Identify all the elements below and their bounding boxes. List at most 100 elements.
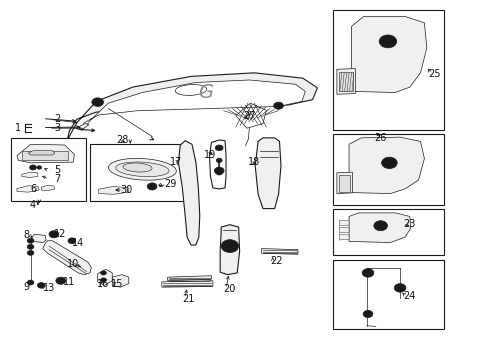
Circle shape [49,231,59,238]
Polygon shape [339,220,348,226]
Circle shape [363,310,372,318]
Polygon shape [17,186,39,192]
Polygon shape [28,151,55,155]
Bar [332,209,443,255]
Polygon shape [348,137,424,194]
Polygon shape [78,123,89,129]
Polygon shape [255,138,281,208]
Polygon shape [17,144,74,163]
Polygon shape [162,281,212,287]
Circle shape [381,157,396,168]
Bar [332,10,443,130]
Text: 26: 26 [374,133,386,143]
Text: 13: 13 [43,283,55,293]
Polygon shape [99,186,128,194]
Circle shape [27,250,34,255]
Circle shape [27,280,34,285]
Polygon shape [67,73,317,141]
Text: 22: 22 [269,256,282,266]
Text: 4: 4 [30,200,36,210]
Text: 21: 21 [182,294,194,303]
Circle shape [51,233,56,236]
Circle shape [59,279,62,282]
Text: 28: 28 [116,135,128,145]
Ellipse shape [108,158,176,180]
Circle shape [221,240,238,252]
Circle shape [101,271,106,275]
Text: 24: 24 [403,291,415,301]
Bar [332,134,443,205]
Text: 1: 1 [15,123,21,133]
Polygon shape [336,172,352,194]
Text: 12: 12 [54,229,66,239]
Polygon shape [22,172,38,177]
Circle shape [216,158,222,162]
Text: 9: 9 [23,282,30,292]
Polygon shape [336,68,355,94]
Polygon shape [98,269,112,285]
Circle shape [92,98,103,107]
Text: 27: 27 [243,111,255,121]
Text: 2: 2 [54,114,61,124]
Text: 19: 19 [204,150,216,160]
Bar [90,144,184,202]
Circle shape [101,278,106,282]
Circle shape [215,145,223,151]
Circle shape [393,284,405,292]
Text: 14: 14 [72,238,84,248]
Polygon shape [41,185,55,191]
Polygon shape [31,234,46,243]
Ellipse shape [175,85,206,95]
Polygon shape [220,225,239,275]
Circle shape [273,102,283,109]
Text: 11: 11 [63,277,76,287]
Polygon shape [261,249,297,254]
Circle shape [68,238,76,244]
Circle shape [37,283,45,288]
Ellipse shape [123,163,152,172]
Circle shape [147,183,157,190]
Polygon shape [351,17,426,93]
Text: 3: 3 [54,123,60,133]
Circle shape [378,35,396,48]
Polygon shape [209,140,225,189]
Circle shape [30,165,36,170]
Polygon shape [81,80,305,131]
Text: 6: 6 [30,184,36,194]
Text: 23: 23 [403,219,415,229]
Text: 25: 25 [427,68,440,78]
Polygon shape [42,241,91,275]
Bar [22,151,68,160]
Text: 30: 30 [121,185,133,195]
Circle shape [37,166,41,169]
Ellipse shape [116,162,169,177]
Text: 7: 7 [54,174,61,184]
Circle shape [362,269,373,277]
Polygon shape [112,275,128,287]
Circle shape [27,238,34,243]
Circle shape [373,221,386,231]
Polygon shape [339,234,348,240]
Circle shape [216,171,222,175]
Bar [11,138,86,202]
Text: 20: 20 [224,284,236,294]
Polygon shape [178,141,200,245]
Bar [332,260,443,329]
Text: 18: 18 [247,157,260,167]
Text: 16: 16 [97,279,109,289]
Circle shape [56,277,65,284]
Text: 29: 29 [164,179,177,189]
Text: 5: 5 [54,165,61,175]
Text: 8: 8 [23,230,30,240]
Polygon shape [167,276,211,281]
Circle shape [214,167,224,174]
Circle shape [27,244,34,249]
Bar [338,72,353,91]
Text: 17: 17 [170,157,182,167]
Polygon shape [348,213,410,243]
Text: 15: 15 [111,279,123,289]
Bar [338,175,350,192]
Text: 10: 10 [67,259,80,269]
Text: G: G [198,83,213,102]
Polygon shape [339,227,348,233]
